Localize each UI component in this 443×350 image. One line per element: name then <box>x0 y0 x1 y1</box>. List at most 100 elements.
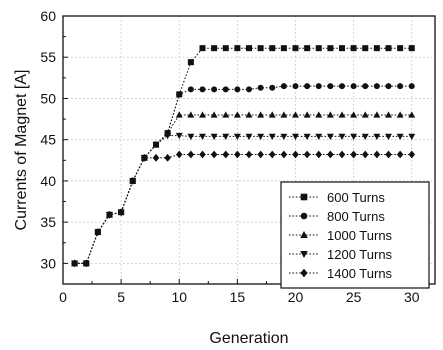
data-point <box>245 133 253 140</box>
data-point <box>373 83 380 90</box>
data-point <box>303 111 311 118</box>
data-point <box>408 150 416 159</box>
data-point <box>385 83 392 90</box>
data-point <box>141 153 148 162</box>
data-point <box>211 86 218 93</box>
data-point <box>269 84 276 91</box>
legend-marker <box>300 251 308 258</box>
grid <box>63 16 435 284</box>
data-point <box>199 133 206 140</box>
data-point <box>292 133 299 140</box>
data-point <box>408 83 415 90</box>
data-point <box>257 84 264 91</box>
data-point <box>280 83 287 90</box>
data-point <box>222 45 229 52</box>
data-point <box>361 111 369 118</box>
data-point <box>257 150 264 159</box>
y-tick-label: 55 <box>40 49 56 65</box>
data-point <box>164 153 171 162</box>
legend-label: 1400 Turns <box>327 266 393 281</box>
data-point <box>361 133 369 140</box>
data-point <box>245 150 253 159</box>
ticks: 0 5 10 15 20 25 30 30 35 40 45 50 55 60 <box>40 8 419 305</box>
data-point <box>315 83 322 90</box>
data-point <box>304 83 311 90</box>
data-point <box>233 133 241 140</box>
data-point <box>326 111 334 118</box>
x-tick-label: 0 <box>59 289 67 305</box>
data-point <box>350 111 358 118</box>
data-point <box>222 150 230 159</box>
legend: 600 Turns 800 Turns 1000 Turns 1200 Turns 14… <box>280 181 430 289</box>
data-point <box>373 111 381 118</box>
data-point <box>361 150 369 159</box>
x-tick-label: 25 <box>346 289 362 305</box>
data-point <box>373 45 380 52</box>
data-point <box>199 45 206 52</box>
data-point <box>187 150 195 159</box>
legend-item: 1400 Turns <box>289 266 393 281</box>
data-point <box>338 150 346 159</box>
data-point <box>327 45 334 52</box>
data-point <box>350 45 357 52</box>
data-point <box>257 45 264 52</box>
y-tick-label: 30 <box>40 255 56 271</box>
x-tick-label: 5 <box>117 289 125 305</box>
data-point <box>373 133 381 140</box>
legend-marker <box>300 268 308 278</box>
legend-label: 600 Turns <box>327 190 385 205</box>
legend-marker <box>300 231 308 238</box>
data-point <box>397 83 404 90</box>
data-point <box>280 150 288 159</box>
legend-label: 800 Turns <box>327 209 385 224</box>
data-point <box>350 133 358 140</box>
data-point <box>350 83 357 90</box>
data-point <box>303 150 311 159</box>
data-point <box>397 45 404 52</box>
data-point <box>268 111 276 118</box>
data-point <box>222 86 229 93</box>
data-point <box>408 45 415 52</box>
data-point <box>211 45 218 52</box>
data-point <box>339 45 345 52</box>
legend-item: 800 Turns <box>289 209 385 224</box>
data-point <box>117 208 125 217</box>
data-point <box>315 45 322 52</box>
data-point <box>106 210 113 219</box>
data-point <box>176 91 183 98</box>
data-point <box>71 259 78 268</box>
data-point <box>210 133 218 140</box>
data-point <box>187 86 194 93</box>
data-point <box>152 141 160 149</box>
data-point <box>234 45 241 52</box>
data-point <box>362 83 369 90</box>
data-point <box>396 111 404 118</box>
data-point <box>199 111 206 118</box>
data-point <box>292 111 299 118</box>
data-point <box>234 150 241 159</box>
y-tick-label: 40 <box>40 173 56 189</box>
data-point <box>339 83 345 90</box>
data-point <box>175 150 183 159</box>
data-point <box>327 83 334 90</box>
data-point <box>304 45 311 52</box>
data-point <box>385 45 392 52</box>
series-line <box>74 154 412 264</box>
data-point <box>408 111 416 118</box>
y-axis-label: Currents of Magnet [A] <box>13 70 30 231</box>
data-point <box>292 150 299 159</box>
data-point <box>94 228 102 236</box>
data-point <box>280 133 288 140</box>
series-1400-turns <box>71 150 416 268</box>
data-point <box>292 45 299 52</box>
data-point <box>362 45 369 52</box>
data-point <box>315 111 323 118</box>
data-point <box>82 259 90 268</box>
data-point <box>350 150 357 159</box>
data-point <box>303 133 311 140</box>
data-point <box>152 153 160 162</box>
legend-label: 1000 Turns <box>327 228 393 243</box>
legend-label: 1200 Turns <box>327 247 393 262</box>
data-point <box>385 150 392 159</box>
